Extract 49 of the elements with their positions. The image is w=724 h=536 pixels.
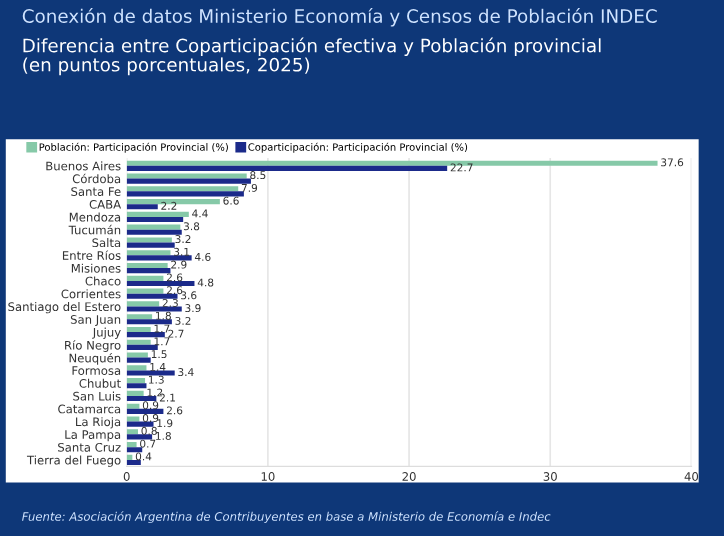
bar <box>126 262 168 269</box>
bar <box>126 332 165 338</box>
bar <box>126 224 181 230</box>
bar <box>126 199 220 205</box>
chart-subtitle: Diferencia entre Coparticipación efectiva y Población provincial (en puntos porcentuales, 2025) <box>23 37 601 76</box>
bar <box>126 314 153 320</box>
bar <box>126 237 172 243</box>
bar <box>126 365 147 371</box>
bar <box>126 255 192 261</box>
bar <box>126 216 184 223</box>
bar <box>126 165 448 171</box>
bar <box>126 204 158 210</box>
bar <box>126 352 148 358</box>
bar <box>126 378 146 384</box>
bar <box>126 459 141 466</box>
bar <box>126 416 140 422</box>
bar <box>126 357 151 363</box>
bar <box>126 301 160 307</box>
bar <box>126 370 175 376</box>
bar <box>126 390 144 396</box>
bar <box>126 339 151 345</box>
bar <box>126 383 147 389</box>
bar <box>126 344 158 350</box>
bar <box>126 408 164 414</box>
bar <box>126 306 182 312</box>
bar <box>126 268 171 274</box>
bar <box>126 421 154 427</box>
bar <box>126 173 247 179</box>
bar <box>126 434 153 440</box>
bar <box>126 242 175 248</box>
bar <box>126 160 658 166</box>
bar <box>126 403 140 409</box>
bar <box>126 275 164 281</box>
bar <box>126 326 151 333</box>
bar <box>126 319 172 325</box>
bar <box>126 442 137 448</box>
bar <box>126 250 171 256</box>
bar <box>126 191 244 197</box>
bar <box>126 229 182 235</box>
bar <box>126 280 195 286</box>
bar <box>126 395 157 402</box>
bar <box>126 447 143 453</box>
bar <box>126 211 189 217</box>
bar <box>126 429 138 435</box>
chart-title: Conexión de datos Ministerio Economía y Censos de Población INDEC <box>22 8 657 27</box>
bar <box>126 288 164 294</box>
bar <box>126 293 178 299</box>
bar <box>126 186 239 192</box>
bar <box>126 178 251 184</box>
